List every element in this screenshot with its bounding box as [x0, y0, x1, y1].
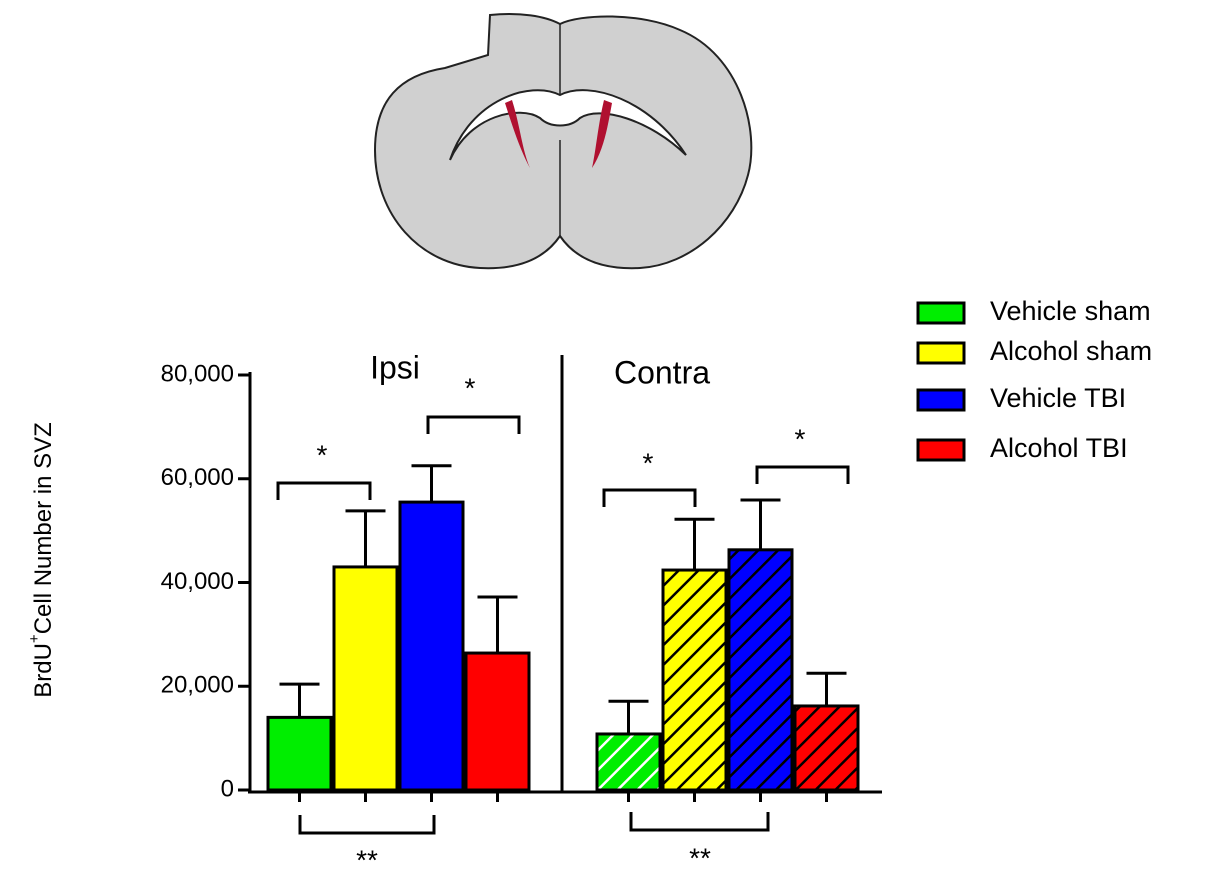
significance-label: **: [356, 844, 378, 868]
bar: [727, 548, 794, 792]
y-tick-label: 60,000: [161, 464, 234, 491]
y-label-base: BrdU: [30, 643, 57, 698]
y-tick-label: 20,000: [161, 672, 234, 699]
brain-diagram: [373, 13, 753, 270]
y-tick-label: 0: [221, 775, 234, 802]
bar: [266, 715, 333, 792]
group-label: Ipsi: [370, 349, 420, 385]
bar: [595, 732, 662, 792]
legend-swatch: [916, 301, 966, 325]
legend-label: Vehicle TBI: [990, 383, 1126, 413]
legend-swatch: [916, 341, 966, 365]
bar: [661, 568, 728, 792]
significance-bracket: [629, 812, 770, 832]
legend-label: Alcohol sham: [990, 336, 1152, 366]
significance-bracket: [298, 815, 436, 835]
legend-label: Vehicle sham: [990, 296, 1151, 326]
bar: [332, 565, 399, 792]
y-label-rest: Cell Number in SVZ: [30, 422, 57, 634]
y-axis-label: BrdU+Cell Number in SVZ: [26, 422, 57, 698]
group-label: Contra: [614, 354, 710, 390]
legend-swatch: [916, 388, 966, 412]
bar: [398, 500, 465, 792]
significance-label: *: [795, 423, 806, 454]
significance-bracket: [602, 488, 697, 507]
y-tick-label: 80,000: [161, 360, 234, 387]
significance-label: **: [689, 842, 711, 868]
significance-bracket: [276, 481, 372, 500]
significance-label: *: [317, 439, 328, 470]
bar: [793, 704, 860, 792]
y-label-sup: +: [26, 634, 43, 643]
significance-bracket: [755, 465, 850, 484]
legend-swatch: [916, 438, 966, 462]
significance-bracket: [426, 415, 521, 434]
y-tick-label: 40,000: [161, 568, 234, 595]
bar: [464, 651, 531, 792]
significance-label: *: [465, 372, 476, 403]
significance-label: *: [643, 447, 654, 478]
legend-label: Alcohol TBI: [990, 433, 1128, 463]
